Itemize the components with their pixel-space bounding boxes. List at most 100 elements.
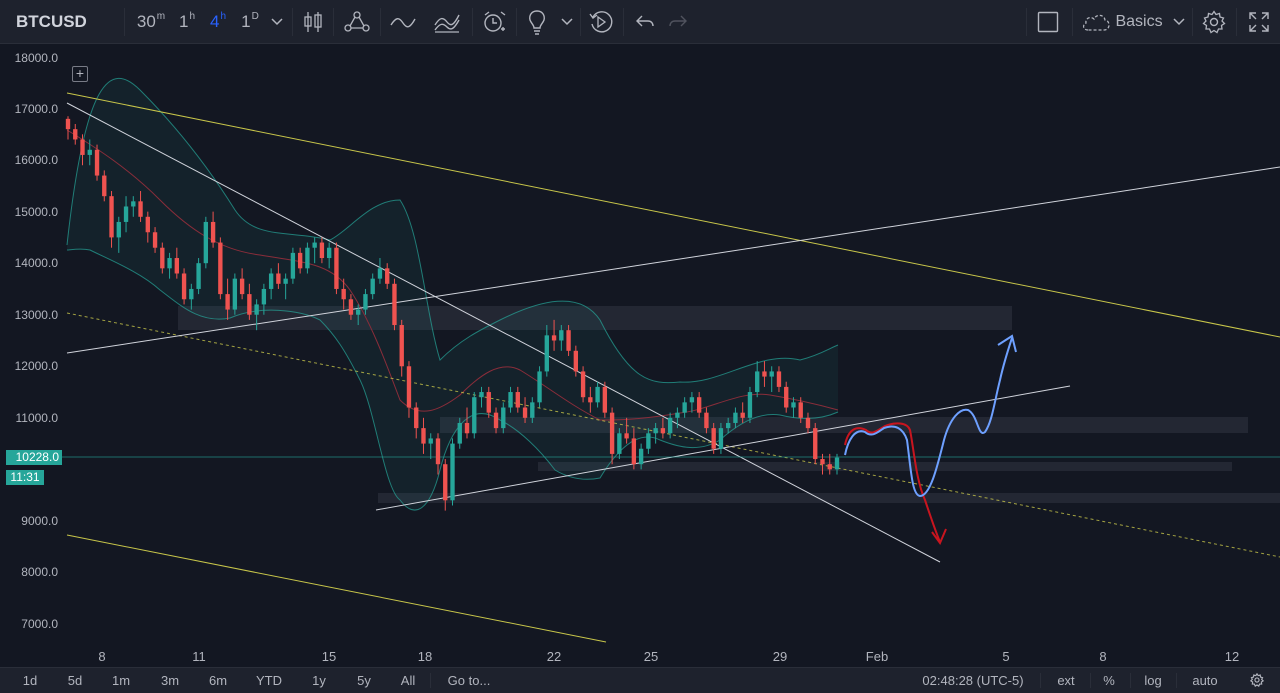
- price-chart[interactable]: [0, 45, 1280, 665]
- candle-body[interactable]: [493, 412, 499, 429]
- candle-body[interactable]: [711, 428, 716, 449]
- candle-body[interactable]: [762, 371, 767, 377]
- candle-body[interactable]: [326, 247, 332, 259]
- range-1m-button[interactable]: 1m: [111, 673, 131, 688]
- candle-body[interactable]: [784, 386, 789, 408]
- candle-body[interactable]: [392, 283, 397, 326]
- candle-body[interactable]: [631, 438, 637, 465]
- candle-body[interactable]: [769, 371, 774, 377]
- candle-body[interactable]: [414, 407, 419, 429]
- candle-body[interactable]: [385, 268, 390, 284]
- candle-body[interactable]: [123, 206, 129, 222]
- candle-body[interactable]: [268, 273, 274, 289]
- candle-body[interactable]: [312, 242, 317, 248]
- symbol-search-button[interactable]: BTCUSD: [16, 12, 87, 31]
- candles-icon[interactable]: [300, 0, 326, 44]
- chevron-down-icon[interactable]: [268, 0, 286, 44]
- layout-name-button[interactable]: Basics: [1115, 13, 1163, 30]
- candle-body[interactable]: [73, 129, 78, 140]
- candle-body[interactable]: [776, 371, 782, 387]
- candle-body[interactable]: [704, 412, 709, 429]
- candle-body[interactable]: [247, 294, 252, 315]
- replay-icon[interactable]: [588, 0, 614, 44]
- chevron-down-icon[interactable]: [1170, 0, 1188, 44]
- candle-body[interactable]: [94, 149, 100, 176]
- candle-body[interactable]: [276, 273, 281, 284]
- candle-body[interactable]: [406, 366, 412, 408]
- candle-body[interactable]: [283, 278, 288, 284]
- candle-body[interactable]: [160, 247, 165, 269]
- interval-30m-button[interactable]: 30 m: [133, 0, 169, 44]
- trendline-falling[interactable]: [66, 102, 941, 563]
- candle-body[interactable]: [624, 433, 629, 439]
- candle-body[interactable]: [675, 412, 680, 418]
- candle-body[interactable]: [399, 325, 404, 367]
- bullish-projection-path[interactable]: [844, 337, 1013, 498]
- candle-body[interactable]: [450, 443, 455, 501]
- candle-body[interactable]: [530, 402, 535, 418]
- candle-body[interactable]: [377, 268, 383, 279]
- channel-lower-line[interactable]: [66, 534, 607, 643]
- candle-body[interactable]: [319, 242, 325, 259]
- candle-body[interactable]: [428, 438, 433, 444]
- idea-icon[interactable]: [524, 0, 550, 44]
- candle-body[interactable]: [80, 139, 85, 155]
- candle-body[interactable]: [116, 221, 121, 238]
- candle-body[interactable]: [689, 397, 695, 403]
- support-zone[interactable]: [378, 493, 1280, 503]
- candle-body[interactable]: [145, 216, 150, 233]
- candle-body[interactable]: [682, 402, 687, 413]
- candle-body[interactable]: [515, 392, 520, 408]
- candle-body[interactable]: [667, 417, 673, 434]
- auto-scale-toggle[interactable]: auto: [1192, 673, 1218, 688]
- support-zone[interactable]: [538, 462, 1232, 471]
- candle-body[interactable]: [421, 428, 426, 444]
- candle-body[interactable]: [464, 422, 470, 434]
- candle-body[interactable]: [559, 330, 564, 341]
- gear-icon[interactable]: [1249, 672, 1265, 689]
- candle-body[interactable]: [370, 278, 375, 295]
- trendline-rising[interactable]: [66, 166, 1280, 354]
- candle-body[interactable]: [65, 118, 71, 130]
- candle-body[interactable]: [109, 196, 114, 238]
- candle-body[interactable]: [167, 258, 172, 269]
- candle-body[interactable]: [239, 278, 245, 295]
- candle-body[interactable]: [225, 294, 230, 310]
- fullscreen-icon[interactable]: [1242, 0, 1276, 44]
- candle-body[interactable]: [537, 371, 542, 403]
- candle-body[interactable]: [486, 392, 491, 413]
- layout-square-icon[interactable]: [1034, 0, 1062, 44]
- candle-body[interactable]: [181, 273, 187, 300]
- candle-body[interactable]: [653, 428, 658, 434]
- candle-body[interactable]: [573, 350, 579, 372]
- range-1y-button[interactable]: 1y: [312, 673, 326, 688]
- bearish-projection-path[interactable]: [844, 422, 941, 543]
- candle-body[interactable]: [834, 457, 840, 470]
- undo-icon[interactable]: [633, 0, 657, 44]
- gear-icon[interactable]: [1198, 0, 1230, 44]
- candle-body[interactable]: [726, 422, 731, 429]
- cloud-icon[interactable]: [1080, 0, 1112, 44]
- candle-body[interactable]: [696, 397, 702, 413]
- candle-body[interactable]: [595, 386, 600, 403]
- redo-icon[interactable]: [666, 0, 690, 44]
- resistance-zone[interactable]: [178, 306, 1012, 330]
- candle-body[interactable]: [638, 448, 644, 465]
- candle-body[interactable]: [363, 294, 368, 310]
- candle-body[interactable]: [87, 149, 92, 155]
- candle-body[interactable]: [544, 335, 549, 372]
- candle-body[interactable]: [348, 299, 354, 315]
- line-icon[interactable]: [388, 0, 418, 44]
- channel-mid-line[interactable]: [66, 312, 1280, 558]
- candle-body[interactable]: [232, 278, 238, 310]
- range-1d-button[interactable]: 1d: [22, 673, 38, 688]
- percent-scale-toggle[interactable]: %: [1103, 673, 1115, 688]
- range-6m-button[interactable]: 6m: [208, 673, 228, 688]
- add-icon[interactable]: +: [72, 66, 88, 82]
- candle-body[interactable]: [791, 402, 796, 408]
- candle-body[interactable]: [341, 288, 346, 300]
- candle-body[interactable]: [261, 288, 267, 305]
- candle-body[interactable]: [747, 392, 753, 418]
